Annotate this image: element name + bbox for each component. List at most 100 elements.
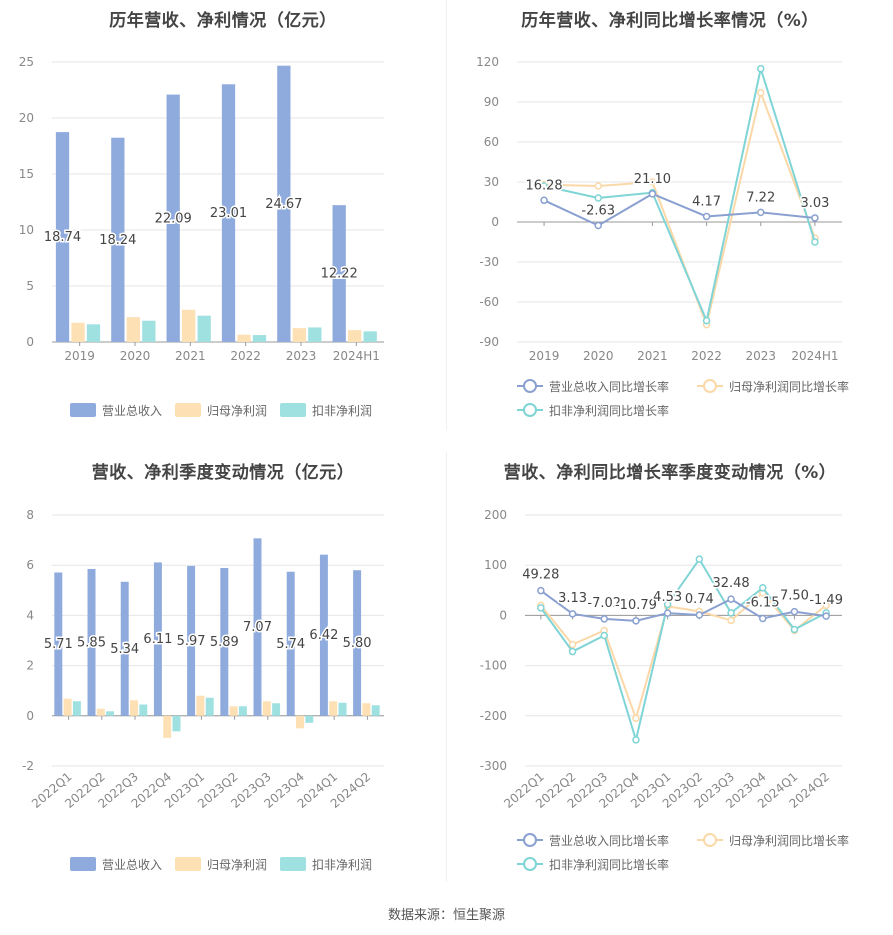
y-tick-label: 90 (484, 95, 499, 109)
chart-title: 历年营收、净利情况（亿元） (109, 11, 337, 31)
y-tick-label: 5 (26, 279, 34, 293)
deducted-profit-growth-point (632, 736, 640, 744)
deducted-profit-bar (305, 715, 314, 723)
net-profit-growth-line (540, 591, 827, 722)
net-profit-growth-line (544, 89, 816, 329)
annual-revenue-profit-panel: 历年营收、净利情况（亿元） 0 5 10 15 20 25 2019 2020 2021 2022… (0, 0, 446, 430)
revenue-growth-value-label: 32.48 (712, 576, 749, 591)
deducted-profit-growth-point (727, 609, 735, 617)
net-profit-bar (126, 317, 140, 342)
revenue-bar (120, 581, 129, 716)
deducted-profit-bar (252, 335, 267, 342)
x-tick-label: 2023 (745, 349, 776, 363)
revenue-bar (166, 94, 180, 342)
y-tick-label: 10 (19, 223, 34, 237)
legend-swatch (70, 857, 96, 871)
x-tick-label: 2020 (583, 349, 614, 363)
y-tick-label: 15 (19, 167, 34, 181)
panel-separator-top (446, 0, 447, 430)
y-tick-label: 0 (26, 335, 34, 349)
revenue-growth-point (600, 615, 608, 623)
revenue-growth-value-label: -10.79 (615, 598, 657, 613)
y-tick-label: -30 (479, 255, 499, 269)
legend-marker (523, 379, 537, 393)
quarterly-growth-panel: 营收、净利同比增长率季度变动情况（%） -300 -200 -100 0 100 200 2… (447, 452, 893, 882)
deducted-profit-growth-line (540, 557, 827, 744)
revenue-value-label: 5.34 (110, 642, 139, 657)
legend-label: 扣非净利润 (312, 404, 372, 418)
y-tick-label: 0 (499, 608, 507, 622)
chart-title: 历年营收、净利同比增长率情况（%） (521, 11, 819, 31)
x-tick-label: 2022 (230, 349, 261, 363)
net-profit-bar (163, 715, 172, 738)
revenue-value-label: 6.42 (309, 628, 338, 643)
revenue-value-label: 5.85 (77, 635, 106, 650)
net-profit-bar (296, 715, 304, 729)
legend-label: 归母净利润 (207, 858, 267, 872)
revenue-bar (332, 205, 346, 342)
x-tick-label: 2021 (637, 349, 668, 363)
revenue-growth-line (543, 192, 816, 227)
revenue-growth-point (594, 221, 602, 230)
y-tick-label: 60 (484, 135, 499, 149)
revenue-growth-value-label: 0.74 (685, 592, 714, 607)
revenue-bar (221, 84, 236, 343)
revenue-growth-value-label: 16.28 (525, 178, 562, 193)
revenue-growth-value-label: 3.03 (800, 196, 829, 211)
quarterly-revenue-profit-chart: -2024682022Q12022Q22022Q32022Q42023Q1202… (22, 508, 384, 872)
revenue-growth-value-label: 4.17 (692, 194, 721, 209)
net-profit-bar (329, 701, 338, 716)
revenue-growth-value-label: 3.13 (558, 591, 587, 606)
annual-growth-chart: -90 -60 -30 0 30 60 90 120 2019 2020 2021 2022 2023 2… (476, 55, 849, 418)
deducted-profit-bar (142, 320, 156, 342)
revenue-growth-value-label: -7.02 (587, 596, 621, 611)
deducted-profit-growth-point (663, 600, 672, 609)
deducted-profit-growth-point (757, 64, 765, 73)
deducted-profit-bar (106, 711, 115, 716)
x-tick-label: 2024H1 (333, 349, 380, 363)
y-tick-label: 0 (491, 215, 499, 229)
deducted-profit-bar (139, 704, 148, 716)
legend-label: 营业总收入 (102, 404, 162, 418)
y-tick-label: 4 (26, 608, 34, 622)
y-tick-label: 120 (476, 55, 499, 69)
revenue-bar (319, 554, 328, 716)
deducted-profit-bar (205, 697, 214, 716)
chart-title: 营收、净利季度变动情况（亿元） (91, 463, 355, 483)
deducted-profit-bar (86, 324, 101, 342)
quarterly-growth-chart: -300-200-10001002002022Q12022Q22022Q3202… (480, 508, 849, 872)
legend-label: 归母净利润同比增长率 (729, 379, 849, 394)
y-tick-label: -200 (480, 709, 507, 723)
revenue-value-label: 6.11 (143, 632, 172, 647)
y-tick-label: -90 (479, 335, 499, 349)
legend-marker (523, 403, 537, 417)
deducted-profit-growth-point (540, 182, 548, 190)
net-profit-bar (196, 695, 205, 716)
deducted-profit-bar (272, 703, 281, 716)
x-tick-label: 2022 (691, 349, 722, 363)
deducted-profit-growth-point (811, 238, 819, 246)
revenue-growth-point (727, 595, 735, 603)
legend-marker (703, 379, 717, 393)
legend-swatch (175, 857, 201, 871)
deducted-profit-growth-point (702, 316, 711, 325)
revenue-value-label: 24.67 (265, 197, 302, 212)
net-profit-bar (362, 703, 371, 716)
legend-label: 营业总收入同比增长率 (549, 833, 669, 848)
y-tick-label: 200 (484, 508, 507, 522)
x-tick-label: 2024H1 (791, 349, 838, 363)
deducted-profit-bar (308, 327, 322, 342)
legend-label: 扣非净利润 (312, 858, 372, 872)
net-profit-bar (262, 701, 271, 716)
revenue-value-label: 12.22 (321, 267, 358, 282)
net-profit-bar (130, 700, 138, 716)
revenue-bar (220, 567, 229, 716)
net-profit-growth-point (648, 178, 657, 186)
revenue-value-label: 5.80 (343, 636, 372, 651)
annual-growth-panel: 历年营收、净利同比增长率情况（%） -90 -60 -30 0 30 60 90 120 201… (447, 0, 893, 430)
legend-swatch (280, 857, 306, 871)
x-tick-label: 2019 (529, 349, 560, 363)
deducted-profit-bar (238, 706, 247, 716)
revenue-value-label: 5.71 (44, 637, 73, 652)
revenue-growth-value-label: 7.50 (780, 589, 809, 604)
